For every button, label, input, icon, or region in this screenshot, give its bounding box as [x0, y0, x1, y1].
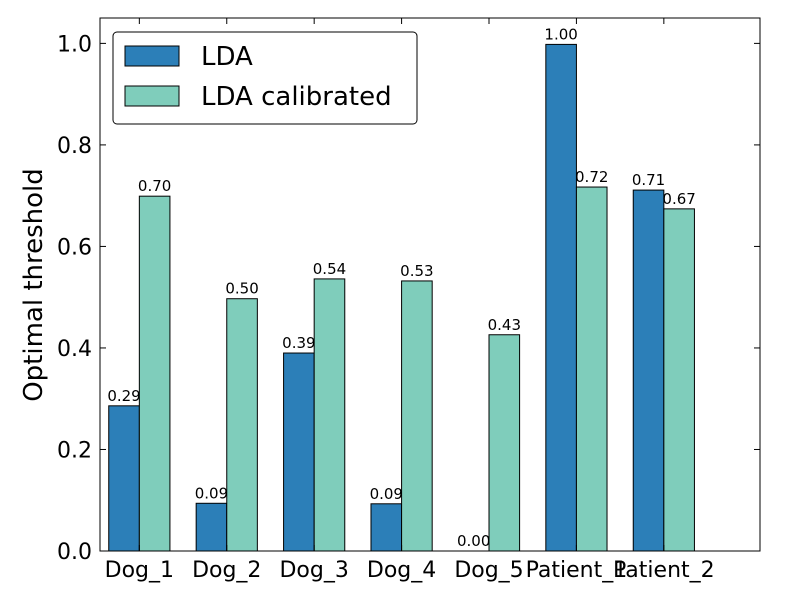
bar-lda-calibrated-dog_2 [226, 298, 258, 552]
data-label: 0.67 [662, 190, 695, 208]
data-label: 0.09 [195, 484, 228, 502]
bar-lda-calibrated-patient_1 [575, 186, 608, 552]
bar-lda-dog_4 [370, 503, 403, 552]
y-axis-label: Optimal threshold [19, 168, 49, 402]
legend-label: LDA calibrated [201, 82, 392, 112]
data-label: 0.50 [225, 280, 258, 298]
x-tick-label: Dog_3 [279, 558, 348, 583]
bar-lda-dog_1 [108, 405, 140, 552]
data-label: 0.54 [313, 260, 346, 278]
y-tick-label: 0.2 [57, 438, 92, 463]
bars-layer: 0.29 0.09 0.39 0.09 0.00 1.00 0.71 0.70 0.50 0.54… [107, 25, 696, 552]
x-tick-label: Dog_1 [105, 558, 174, 583]
legend-swatch [124, 45, 180, 67]
data-label: 0.70 [138, 177, 171, 195]
data-label: 0.53 [400, 262, 433, 280]
x-tick-label: Patient_1 [526, 558, 628, 583]
y-tick-label: 0.0 [57, 540, 92, 565]
bar-lda-calibrated-dog_4 [401, 280, 433, 552]
data-label: 0.29 [107, 387, 140, 405]
data-label: 0.43 [488, 316, 521, 334]
data-label: 0.09 [370, 485, 403, 503]
x-tick-label: Dog_2 [192, 558, 261, 583]
bar-lda-dog_2 [195, 502, 228, 552]
legend-swatch [124, 85, 180, 107]
x-axis: Dog_1 Dog_2 Dog_3 Dog_4 Dog_5 Patient_1Patien… [105, 18, 715, 583]
data-label: 0.39 [282, 334, 315, 352]
bar-lda-calibrated-dog_5 [488, 334, 521, 552]
bar-lda-patient_2 [632, 189, 665, 552]
x-tick-label: Dog_4 [367, 558, 436, 583]
data-label: 0.00 [457, 532, 490, 550]
data-label: 1.00 [544, 25, 577, 43]
bar-lda-patient_1 [545, 43, 577, 552]
legend-label: LDA [201, 42, 253, 72]
data-label: 0.71 [632, 171, 665, 189]
legend-box [112, 31, 418, 125]
legend: LDA LDA calibrated [112, 31, 418, 125]
x-tick-label: Dog_5 [454, 558, 523, 583]
bar-lda-calibrated-patient_2 [663, 208, 695, 552]
x-tick-label: Patient_2 [613, 558, 715, 583]
bar-lda-calibrated-dog_3 [313, 278, 346, 552]
y-tick-label: 0.6 [57, 235, 92, 260]
bar-lda-dog_3 [283, 352, 315, 552]
y-axis: 0.0 0.2 0.4 0.6 0.8 1.0 [57, 32, 760, 565]
bar-lda-calibrated-dog_1 [138, 195, 171, 552]
y-tick-label: 0.4 [57, 337, 92, 362]
plot-frame [99, 17, 761, 552]
y-tick-label: 0.8 [57, 134, 92, 159]
data-label: 0.72 [575, 168, 608, 186]
y-tick-label: 1.0 [57, 32, 92, 57]
